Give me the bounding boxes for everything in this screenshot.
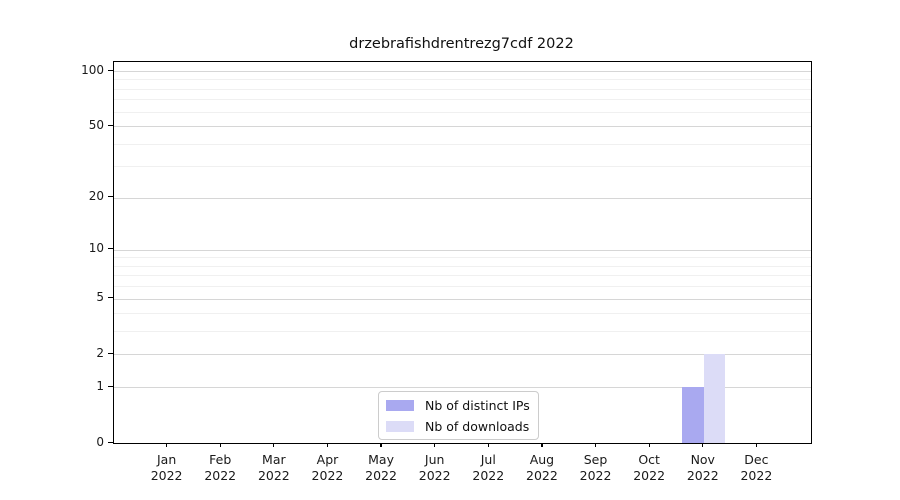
gridline [114,88,811,90]
x-tick-label: Oct 2022 [633,452,666,483]
bar-nb-of-downloads [703,354,726,443]
x-tick-mark [702,443,704,447]
x-tick-label: Jan 2022 [150,452,183,483]
gridline [114,99,811,101]
y-tick-label: 10 [88,241,104,256]
x-tick-label: Jun 2022 [418,452,451,483]
gridline [114,387,811,389]
x-tick-label: Mar 2022 [257,452,290,483]
bar-nb-of-distinct-ips [682,387,704,443]
x-tick-mark [326,443,329,447]
y-tick-mark [108,69,113,71]
x-tick-mark [487,443,489,447]
x-tick-mark [166,443,168,447]
x-tick-label: Jul 2022 [472,452,505,483]
x-tick-mark [541,443,543,447]
gridline [114,265,811,267]
gridline [114,79,811,81]
y-tick-label: 0 [96,434,104,449]
x-tick-mark [380,443,382,447]
x-tick-label: May 2022 [365,452,397,483]
x-tick-mark [594,443,597,447]
y-tick-label: 1 [96,378,104,393]
y-tick-label: 20 [88,189,104,204]
y-tick-label: 5 [96,290,104,305]
y-tick-mark [108,297,113,299]
x-tick-mark [648,443,650,447]
chart-title: drzebrafishdrentrezg7cdf 2022 [349,36,574,52]
gridline [114,166,811,168]
x-tick-mark [434,443,436,447]
gridline [114,257,811,259]
y-tick-mark [108,385,113,387]
x-tick-mark [219,443,221,447]
gridline [114,298,811,300]
y-tick-mark [108,248,113,250]
legend-label: Nb of downloads [425,418,530,434]
x-tick-label: Sep 2022 [579,452,612,483]
y-tick-label: 100 [81,62,104,77]
gridline [114,354,811,356]
legend-item-downloads: Nb of downloads [386,417,530,435]
y-tick-mark [108,441,113,443]
legend-label: Nb of distinct IPs [425,397,530,413]
x-tick-label: Feb 2022 [204,452,237,483]
y-tick-mark [108,196,113,198]
gridline [114,331,811,333]
gridline [114,71,811,73]
gridline [114,286,811,288]
x-tick-mark [273,443,275,447]
gridline [114,143,811,145]
downloads-swatch-icon [386,420,414,432]
gridline [114,275,811,277]
y-tick-mark [108,352,113,355]
x-tick-label: Dec 2022 [740,452,773,483]
x-tick-label: Nov 2022 [686,452,719,483]
gridline [114,111,811,113]
legend: Nb of distinct IPs Nb of downloads [378,391,539,440]
legend-item-distinct-ips: Nb of distinct IPs [386,396,530,414]
plot-area [113,61,812,444]
y-tick-mark [108,124,113,126]
gridline [114,313,811,315]
gridline [114,126,811,128]
gridline [114,197,811,199]
y-tick-label: 2 [96,345,104,360]
x-tick-label: Apr 2022 [311,452,344,483]
distinct-ips-swatch-icon [386,399,414,411]
x-tick-label: Aug 2022 [526,452,558,483]
gridline [114,249,811,251]
y-tick-label: 50 [88,117,104,132]
x-tick-mark [755,443,757,447]
